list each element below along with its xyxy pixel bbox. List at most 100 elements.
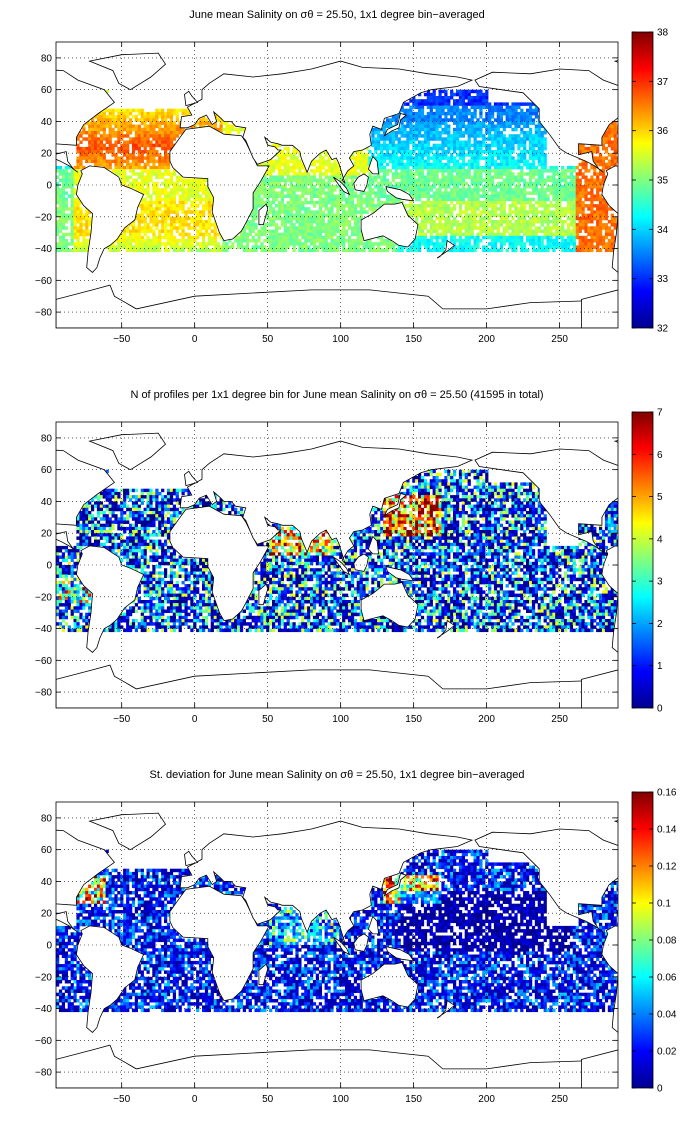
data-cell bbox=[531, 229, 536, 233]
data-cell bbox=[275, 185, 279, 189]
data-cell bbox=[412, 118, 416, 122]
data-cell bbox=[601, 169, 606, 173]
data-cell bbox=[534, 229, 539, 233]
data-cell bbox=[131, 165, 136, 170]
data-cell bbox=[158, 242, 162, 246]
data-cell bbox=[383, 146, 387, 151]
data-cell bbox=[423, 131, 428, 135]
data-cell bbox=[321, 239, 325, 243]
data-cell bbox=[447, 210, 451, 214]
data-cell bbox=[213, 239, 217, 243]
data-cell bbox=[569, 232, 574, 237]
data-cell bbox=[172, 235, 177, 240]
data-cell bbox=[517, 194, 521, 198]
data-cell bbox=[330, 207, 334, 211]
data-cell bbox=[435, 242, 439, 246]
data-cell bbox=[164, 185, 168, 189]
data-cell bbox=[537, 153, 541, 157]
data-cell bbox=[345, 229, 349, 233]
data-cell bbox=[339, 207, 343, 211]
data-cell bbox=[342, 216, 346, 221]
data-cell bbox=[234, 239, 238, 243]
data-cell bbox=[257, 204, 261, 208]
data-cell bbox=[485, 194, 489, 198]
data-cell bbox=[491, 159, 495, 164]
data-cell bbox=[456, 169, 460, 173]
data-cell bbox=[493, 188, 498, 192]
data-cell bbox=[76, 229, 80, 233]
data-cell bbox=[129, 175, 133, 179]
data-cell bbox=[467, 220, 471, 224]
data-cell bbox=[537, 220, 541, 224]
data-cell bbox=[120, 115, 124, 119]
data-cell bbox=[482, 96, 486, 100]
data-cell bbox=[380, 185, 384, 189]
data-cell bbox=[166, 159, 171, 164]
data-cell bbox=[415, 197, 419, 202]
data-cell bbox=[581, 204, 585, 208]
data-cell bbox=[473, 235, 477, 240]
data-cell bbox=[409, 121, 413, 125]
data-cell bbox=[166, 191, 171, 195]
data-cell bbox=[105, 124, 109, 129]
data-cell bbox=[73, 229, 77, 233]
data-cell bbox=[333, 239, 337, 243]
data-cell bbox=[149, 216, 153, 221]
data-cell bbox=[204, 229, 209, 233]
data-cell bbox=[342, 239, 346, 243]
data-cell bbox=[394, 150, 398, 154]
data-cell bbox=[561, 232, 565, 237]
data-cell bbox=[456, 127, 460, 132]
data-cell bbox=[482, 121, 486, 125]
data-cell bbox=[456, 105, 460, 110]
data-cell bbox=[423, 200, 428, 205]
data-cell bbox=[254, 204, 258, 208]
data-cell bbox=[345, 181, 349, 186]
data-cell bbox=[453, 99, 457, 103]
data-cell bbox=[529, 102, 533, 106]
data-cell bbox=[181, 220, 185, 224]
data-cell bbox=[184, 200, 188, 205]
data-cell bbox=[572, 197, 576, 202]
data-cell bbox=[613, 146, 617, 151]
data-cell bbox=[508, 153, 512, 157]
data-cell bbox=[202, 191, 206, 195]
data-cell bbox=[146, 127, 150, 132]
data-cell bbox=[520, 200, 524, 205]
data-cell bbox=[403, 204, 407, 208]
data-cell bbox=[82, 239, 86, 243]
data-cell bbox=[228, 127, 232, 132]
data-cell bbox=[540, 191, 544, 195]
data-cell bbox=[61, 197, 66, 202]
data-cell bbox=[239, 235, 244, 240]
data-cell bbox=[461, 178, 466, 183]
data-cell bbox=[365, 159, 369, 164]
data-cell bbox=[555, 178, 559, 183]
data-cell bbox=[269, 220, 273, 224]
data-cell bbox=[529, 150, 533, 154]
data-cell bbox=[131, 220, 136, 224]
data-cell bbox=[584, 188, 588, 192]
data-cell bbox=[607, 137, 612, 141]
data-cell bbox=[310, 220, 314, 224]
data-cell bbox=[444, 140, 448, 144]
data-cell bbox=[499, 242, 504, 246]
data-cell bbox=[289, 185, 293, 189]
data-cell bbox=[479, 213, 483, 218]
data-cell bbox=[458, 156, 463, 160]
data-cell bbox=[479, 127, 483, 132]
data-cell bbox=[517, 115, 521, 119]
data-cell bbox=[85, 239, 89, 243]
data-cell bbox=[432, 181, 436, 186]
data-cell bbox=[301, 165, 305, 170]
data-cell bbox=[438, 92, 442, 97]
data-cell bbox=[473, 188, 477, 192]
data-cell bbox=[260, 229, 264, 233]
data-cell bbox=[166, 200, 171, 205]
data-cell bbox=[491, 204, 495, 208]
data-cell bbox=[456, 146, 460, 151]
data-cell bbox=[202, 121, 206, 125]
data-cell bbox=[377, 156, 381, 160]
data-cell bbox=[117, 235, 121, 240]
data-cell bbox=[599, 207, 603, 211]
